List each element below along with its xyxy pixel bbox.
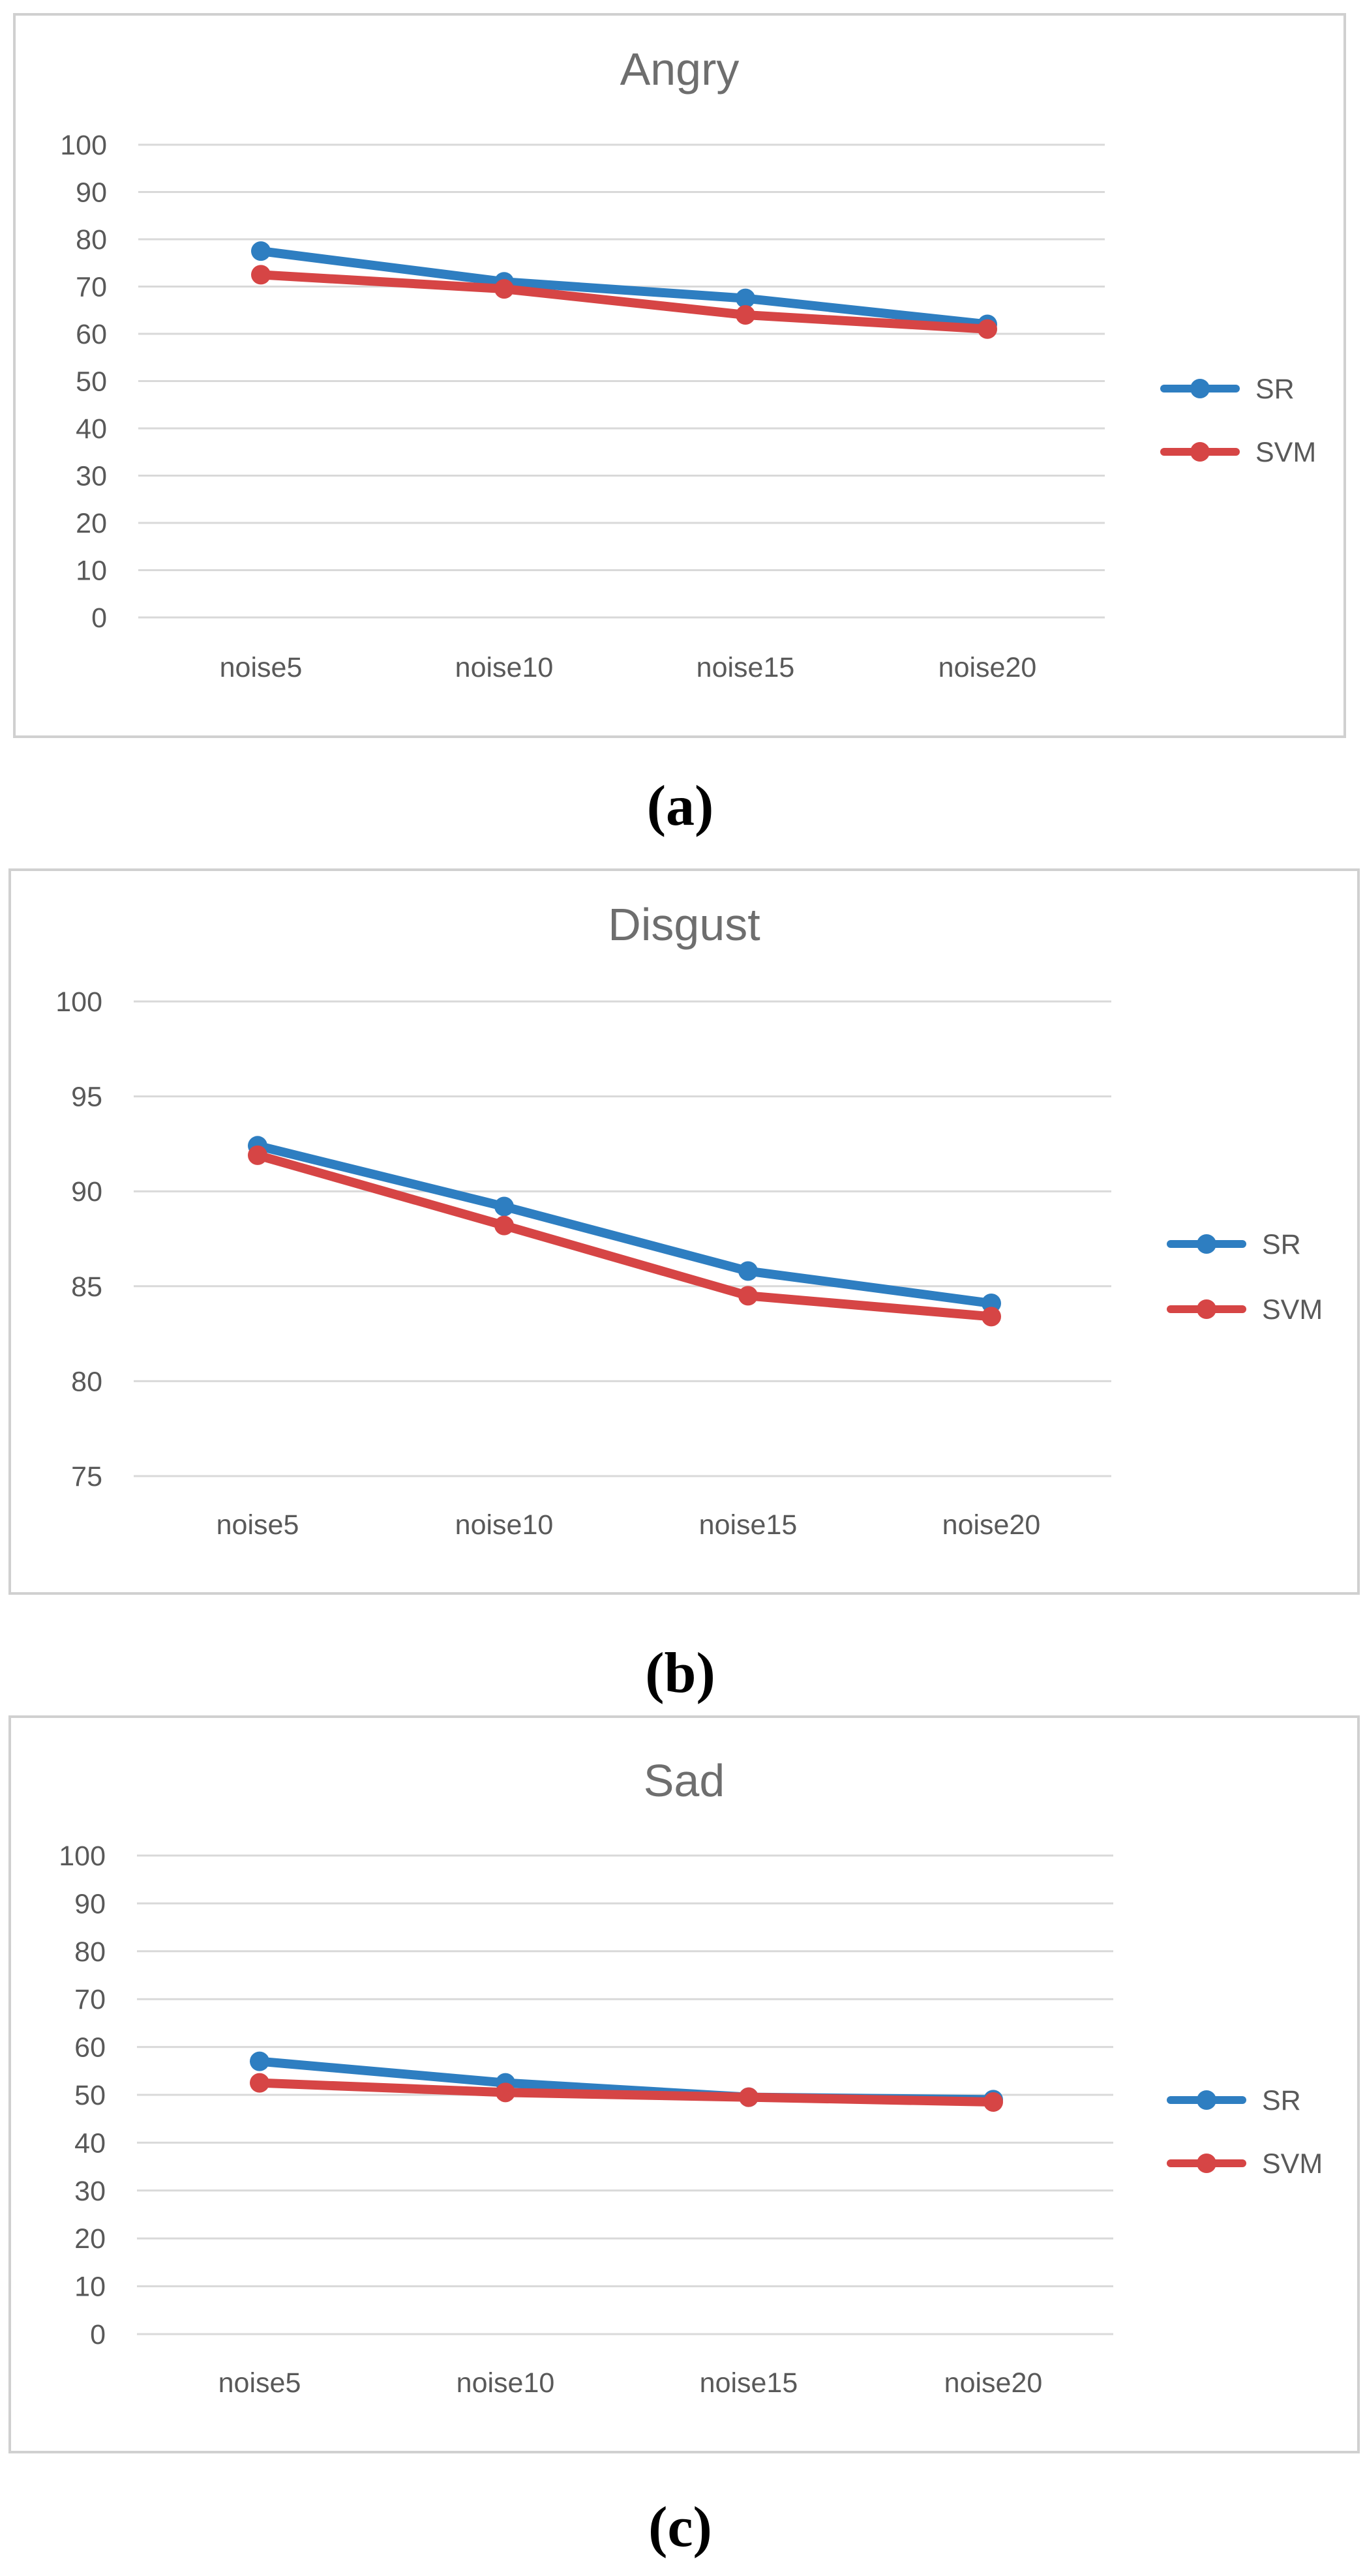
chart-panel: Sad 0 10 20 30 40 50 60 70 80 90 100 noise5 noise10 no… [8, 1715, 1360, 2559]
legend-marker-sr [1197, 2090, 1216, 2110]
y-tick-label: 100 [60, 130, 107, 161]
panel-caption: (a) [647, 775, 714, 838]
y-tick-label: 20 [74, 2223, 106, 2255]
chart-frame [13, 13, 1346, 738]
x-tick-label: noise5 [218, 2367, 301, 2399]
data-point-svm [983, 2092, 1003, 2112]
legend-marker-svm [1197, 2154, 1216, 2173]
y-tick-label: 95 [71, 1082, 102, 1113]
x-tick-label: noise20 [938, 652, 1037, 683]
y-tick-label: 60 [76, 319, 107, 350]
chart-title: Sad [644, 1755, 725, 1806]
y-tick-label: 30 [74, 2176, 106, 2207]
data-point-svm [496, 2082, 515, 2103]
legend-label-svm: SVM [1262, 1294, 1323, 1325]
y-tick-label: 50 [74, 2080, 106, 2111]
y-tick-label: 80 [74, 1936, 106, 1968]
chart-panel: Angry 0 10 20 30 40 50 60 70 80 90 100 noise5 noise10… [13, 13, 1346, 838]
legend-marker-svm [1197, 1299, 1216, 1319]
x-tick-label: noise15 [697, 652, 795, 683]
x-tick-label: noise20 [944, 2367, 1043, 2399]
y-tick-label: 50 [76, 366, 107, 398]
data-point-svm [494, 1215, 514, 1236]
x-tick-label: noise15 [699, 1509, 798, 1541]
data-point-svm [736, 305, 755, 325]
x-tick-label: noise15 [700, 2367, 798, 2399]
data-point-svm [250, 2073, 269, 2093]
chart-panel: Disgust 75 80 85 90 95 100 noise5 noise10 noise15… [8, 868, 1360, 1705]
legend-marker-sr [1197, 1234, 1216, 1254]
chart-title: Disgust [608, 899, 760, 950]
legend-label-sr: SR [1255, 374, 1295, 405]
y-tick-label: 60 [74, 2032, 106, 2064]
y-tick-label: 70 [76, 272, 107, 303]
data-point-sr [494, 1196, 514, 1217]
chart-title: Angry [620, 44, 740, 95]
legend-marker-svm [1190, 442, 1210, 462]
y-tick-label: 100 [55, 986, 102, 1018]
x-tick-label: noise10 [455, 1509, 554, 1541]
legend-label-svm: SVM [1262, 2148, 1323, 2180]
y-tick-label: 90 [76, 177, 107, 209]
data-point-svm [251, 265, 271, 285]
x-tick-label: noise10 [457, 2367, 555, 2399]
data-point-sr [736, 288, 755, 308]
series-line-svm [256, 270, 992, 334]
panel-caption: (b) [645, 1642, 715, 1705]
y-tick-label: 30 [76, 461, 107, 492]
y-tick-label: 90 [71, 1176, 102, 1207]
series-line-svm [255, 2078, 998, 2107]
data-point-svm [739, 2087, 758, 2107]
x-tick-label: noise20 [942, 1509, 1041, 1541]
data-point-svm [248, 1145, 267, 1165]
y-tick-label: 85 [71, 1271, 102, 1303]
x-tick-label: noise10 [455, 652, 554, 683]
legend-marker-sr [1190, 379, 1210, 398]
data-point-svm [738, 1286, 758, 1306]
y-tick-label: 80 [76, 224, 107, 256]
series-line-svm [253, 1150, 996, 1322]
panel-caption: (c) [648, 2496, 712, 2559]
series-line-sr [253, 1141, 996, 1309]
legend-label-sr: SR [1262, 1229, 1301, 1260]
y-tick-label: 70 [74, 1984, 106, 2015]
y-tick-label: 0 [90, 2319, 106, 2350]
y-tick-label: 10 [76, 555, 107, 587]
data-point-sr [250, 2051, 269, 2071]
x-tick-label: noise5 [217, 1509, 299, 1541]
y-tick-label: 0 [91, 602, 107, 634]
y-tick-label: 40 [76, 413, 107, 445]
data-point-svm [978, 319, 997, 339]
chart-frame [8, 1715, 1360, 2453]
data-point-sr [251, 241, 271, 261]
y-tick-label: 90 [74, 1888, 106, 1919]
series-line-sr [256, 246, 992, 329]
legend-label-sr: SR [1262, 2085, 1301, 2116]
chart-frame [8, 868, 1360, 1595]
data-point-svm [982, 1307, 1001, 1327]
y-tick-label: 100 [59, 1841, 106, 1872]
data-point-sr [738, 1261, 758, 1281]
y-tick-label: 80 [71, 1366, 102, 1397]
data-point-svm [494, 279, 514, 299]
y-tick-label: 10 [74, 2272, 106, 2303]
legend-label-svm: SVM [1255, 437, 1316, 468]
y-tick-label: 20 [76, 508, 107, 539]
y-tick-label: 75 [71, 1461, 102, 1492]
x-tick-label: noise5 [220, 652, 303, 683]
y-tick-label: 40 [74, 2127, 106, 2159]
